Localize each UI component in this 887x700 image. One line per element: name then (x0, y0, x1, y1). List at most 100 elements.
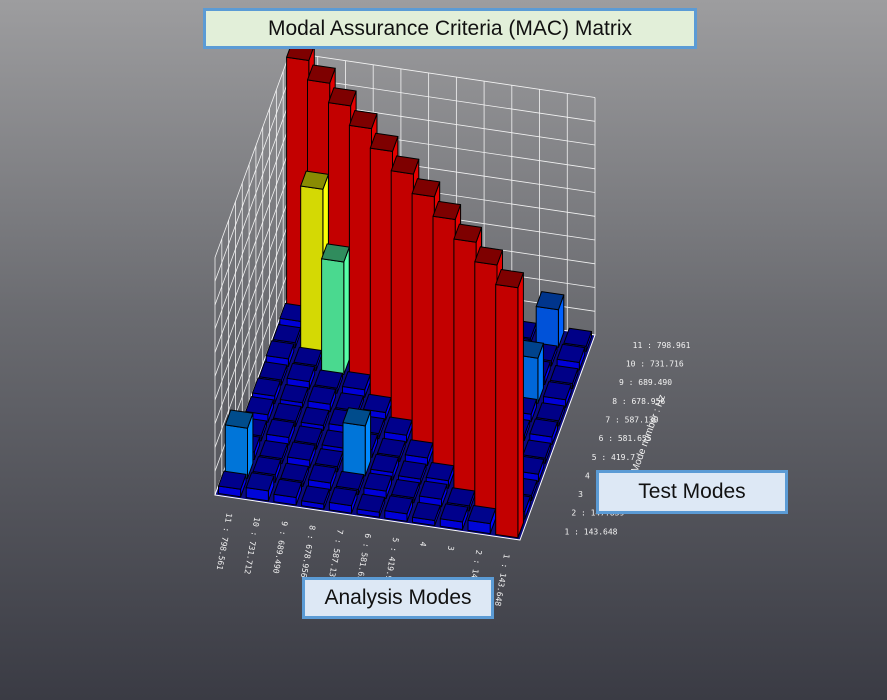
bar-face (342, 422, 366, 477)
bar-face (432, 215, 456, 470)
bar-top (439, 503, 469, 523)
bar-top (273, 402, 302, 422)
chart-title: Modal Assurance Criteria (MAC) Matrix (203, 8, 697, 49)
x-tick-label: 10 : 731.712 (242, 516, 261, 575)
bar-top (266, 418, 295, 438)
bar-top (321, 243, 350, 263)
bar-top (224, 409, 254, 429)
bar-top (370, 453, 399, 473)
bar (418, 480, 448, 508)
bar-top (307, 385, 337, 405)
y-tick-label: 8 : 678.956 (612, 397, 665, 406)
bar (384, 495, 413, 522)
bar-top (363, 472, 392, 492)
bar-top (252, 456, 282, 476)
bar-face (343, 246, 350, 375)
x-tick-label: 11 : 798.561 (215, 512, 234, 571)
bar (342, 407, 372, 477)
bar-top (549, 365, 579, 385)
bar-top (259, 440, 288, 460)
bar (328, 487, 358, 514)
bar (439, 503, 469, 530)
x-tick-label: 3 (446, 545, 456, 551)
bar-top (432, 200, 462, 220)
bar (495, 269, 524, 539)
bar-top (404, 439, 434, 459)
bar-top (300, 406, 330, 426)
bar (467, 505, 497, 535)
bar-top (280, 462, 309, 482)
bar (273, 478, 302, 506)
bar-top (563, 327, 592, 347)
test-axis-callout: Test Modes (596, 470, 788, 514)
y-tick-label: 11 : 798.961 (633, 341, 691, 350)
y-tick-label: 10 : 731.716 (626, 360, 684, 369)
bar-top (287, 441, 316, 461)
bar-top (411, 178, 441, 198)
bar-top (265, 340, 295, 360)
bar (301, 485, 330, 510)
bar (245, 472, 275, 502)
bar-top (300, 170, 329, 190)
bar (245, 396, 274, 423)
bar-top (245, 472, 275, 492)
bar (543, 381, 572, 408)
y-tick-label: 7 : 587.130 (605, 416, 658, 425)
bar-top (258, 361, 288, 381)
x-tick-label: 1 : 143.648 (493, 553, 511, 607)
bar-top (356, 493, 386, 513)
bar-face (348, 124, 372, 380)
bar-top (252, 377, 281, 397)
bar-top (412, 501, 441, 521)
bar-top (446, 487, 476, 507)
x-tick-label: 9 : 689.490 (271, 520, 289, 574)
bar-face (535, 306, 559, 348)
bar (224, 409, 254, 479)
y-tick-label: 5 : 419.7 (592, 453, 636, 462)
bar-top (495, 269, 524, 289)
bar-top (272, 324, 302, 344)
y-tick-label: 4 (585, 471, 590, 480)
bar-top (279, 384, 309, 404)
y-tick-label: 3 (578, 490, 583, 499)
bar (556, 343, 586, 371)
bar-top (218, 470, 247, 490)
analysis-axis-callout: Analysis Modes (302, 577, 494, 619)
bar-face (474, 261, 498, 516)
bar-top (474, 246, 503, 266)
bar (279, 384, 309, 409)
bar-top (369, 132, 399, 152)
x-tick-label: 7 : 587.138 (326, 529, 344, 583)
bar (535, 291, 565, 348)
bar-top (536, 402, 565, 422)
bar-top (363, 393, 392, 413)
y-tick-label: 1 : 143.648 (565, 527, 618, 536)
bar-top (307, 64, 336, 84)
bar-top (301, 485, 330, 505)
bar-face (517, 272, 524, 539)
bar (321, 243, 350, 375)
x-tick-label: 8 : 678.956 (299, 525, 317, 579)
bar-top (245, 396, 274, 416)
bar-top (286, 362, 316, 383)
bar-top (348, 110, 378, 130)
bar-top (391, 479, 420, 499)
bar-top (398, 460, 427, 480)
bar-top (342, 371, 371, 391)
bar (356, 493, 386, 518)
bar-top (328, 87, 357, 107)
bar-top (425, 462, 455, 482)
bar-face (321, 258, 345, 375)
bar-top (328, 487, 358, 507)
bar-face (300, 185, 324, 353)
bar-top (535, 291, 565, 311)
bar (412, 501, 441, 526)
bar (286, 362, 316, 390)
bar-top (293, 425, 323, 445)
bar-top (377, 437, 406, 457)
bar-face (224, 424, 248, 479)
bar-top (342, 407, 372, 427)
bar (218, 470, 247, 498)
